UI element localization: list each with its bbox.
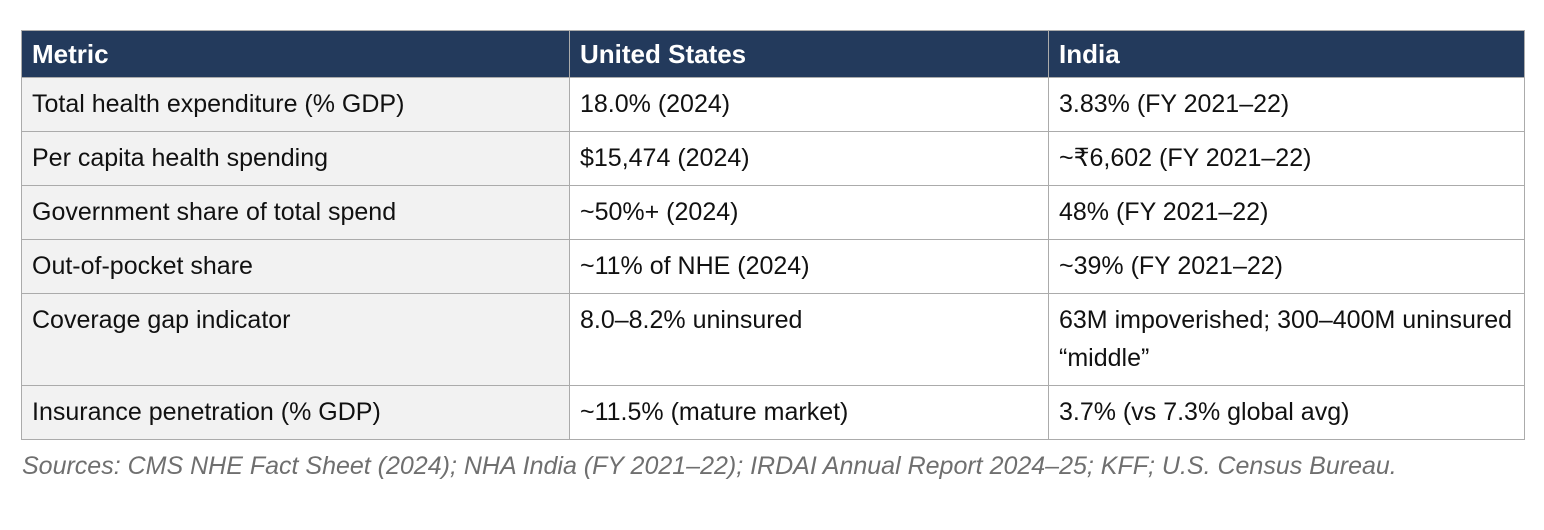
table-row-coverage-gap: Coverage gap indicator 8.0–8.2% uninsure…: [21, 293, 1525, 386]
cell-us-value: 18.0% (2024): [569, 77, 1049, 132]
sources-note: Sources: CMS NHE Fact Sheet (2024); NHA …: [22, 452, 1397, 480]
cell-us-value: ~50%+ (2024): [569, 185, 1049, 240]
table-row-insurance-penetration: Insurance penetration (% GDP) ~11.5% (ma…: [21, 385, 1525, 440]
cell-metric: Per capita health spending: [21, 131, 570, 186]
cell-metric: Insurance penetration (% GDP): [21, 385, 570, 440]
cell-us-value: ~11.5% (mature market): [569, 385, 1049, 440]
column-header-united-states: United States: [569, 30, 1049, 78]
cell-us-value: 8.0–8.2% uninsured: [569, 293, 1049, 386]
cell-india-value: ~39% (FY 2021–22): [1048, 239, 1525, 294]
cell-india-value: 3.83% (FY 2021–22): [1048, 77, 1525, 132]
cell-india-value: 63M impoverished; 300–400M uninsured “mi…: [1048, 293, 1525, 386]
cell-metric: Coverage gap indicator: [21, 293, 570, 386]
table-row-out-of-pocket-share: Out-of-pocket share ~11% of NHE (2024) ~…: [21, 239, 1525, 294]
table-row-total-health-expenditure: Total health expenditure (% GDP) 18.0% (…: [21, 77, 1525, 132]
cell-metric: Government share of total spend: [21, 185, 570, 240]
cell-us-value: ~11% of NHE (2024): [569, 239, 1049, 294]
table-body: Total health expenditure (% GDP) 18.0% (…: [21, 77, 1525, 440]
cell-india-value: 3.7% (vs 7.3% global avg): [1048, 385, 1525, 440]
column-header-india: India: [1048, 30, 1525, 78]
cell-india-value: 48% (FY 2021–22): [1048, 185, 1525, 240]
header-row: Metric United States India: [21, 30, 1525, 78]
table-row-government-share: Government share of total spend ~50%+ (2…: [21, 185, 1525, 240]
cell-metric: Total health expenditure (% GDP): [21, 77, 570, 132]
column-header-metric: Metric: [21, 30, 570, 78]
comparison-table: Metric United States India Total health …: [21, 30, 1525, 440]
table-header: Metric United States India: [21, 30, 1525, 78]
cell-india-value: ~₹6,602 (FY 2021–22): [1048, 131, 1525, 186]
table-row-per-capita-spending: Per capita health spending $15,474 (2024…: [21, 131, 1525, 186]
cell-us-value: $15,474 (2024): [569, 131, 1049, 186]
cell-metric: Out-of-pocket share: [21, 239, 570, 294]
